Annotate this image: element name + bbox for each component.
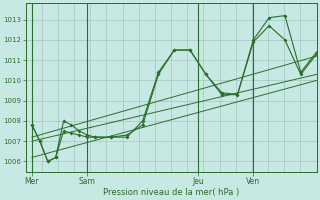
- X-axis label: Pression niveau de la mer( hPa ): Pression niveau de la mer( hPa ): [103, 188, 239, 197]
